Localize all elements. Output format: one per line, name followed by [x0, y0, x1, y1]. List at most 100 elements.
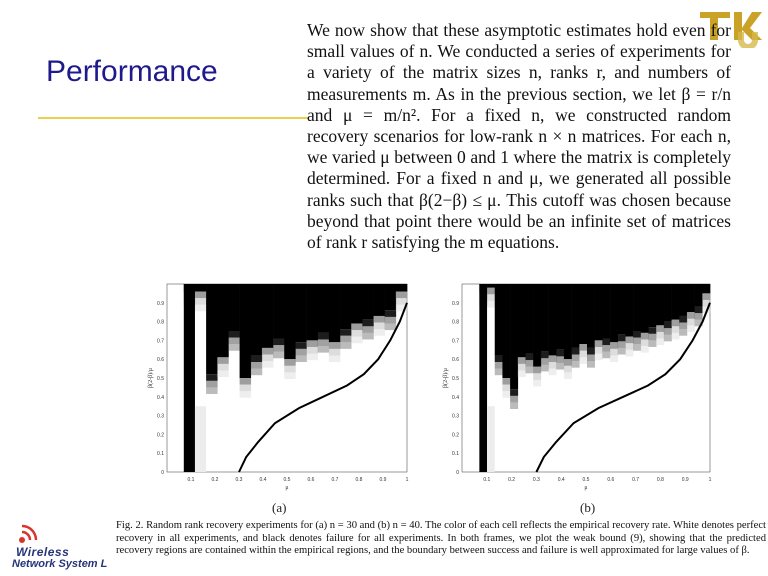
heatmap-cell: [239, 378, 252, 385]
subfigure-label-a: (a): [272, 500, 287, 515]
heatmap-cell: [579, 284, 588, 345]
heatmap-cell: [228, 331, 240, 338]
heatmap-cell: [640, 332, 649, 340]
heatmap-cell: [194, 304, 207, 312]
heatmap-cell: [563, 359, 572, 366]
x-tick-label: 0.5: [284, 477, 291, 483]
heatmap-cell: [633, 344, 642, 351]
heatmap-cell: [206, 380, 218, 388]
y-tick-label: 0.9: [452, 301, 459, 307]
x-tick-label: 0.8: [356, 477, 363, 483]
heatmap-cell: [579, 357, 588, 364]
heatmap-cell: [183, 284, 195, 472]
heatmap-cell: [510, 395, 519, 403]
heatmap-cell: [602, 351, 611, 359]
figure-panel-a: 0.1 0.2 0.3 0.4 0.5 0.6 0.7 0.8 0.9 1 0 0.1 0.2 0.3 0.…: [145, 278, 415, 492]
heatmap-cell: [284, 365, 296, 373]
heatmap-cell: [610, 348, 619, 356]
heatmap-cell: [510, 284, 519, 390]
heatmap-cell: [540, 358, 549, 365]
heatmap-cell: [571, 347, 580, 355]
y-tick-label: 0.3: [452, 414, 459, 420]
heatmap-cell: [373, 284, 385, 316]
heatmap-cell: [284, 359, 296, 366]
paragraph-text: We now show that these asymptotic estima…: [307, 20, 731, 253]
heatmap-cell: [702, 299, 711, 307]
heatmap-cell: [540, 351, 549, 359]
heatmap-cell: [525, 360, 534, 367]
y-tick-label: 0.2: [157, 432, 164, 438]
heatmap-cell: [556, 362, 565, 370]
heatmap-cell: [395, 291, 408, 299]
heatmap-cell: [351, 330, 363, 337]
figure-panel-b: 0.1 0.2 0.3 0.4 0.5 0.6 0.7 0.8 0.9 1 0 0.1 0.2 0.3 0.…: [440, 278, 722, 492]
heatmap-cell: [217, 357, 229, 364]
x-axis-label: μ: [584, 485, 587, 491]
heatmap-cell: [525, 366, 534, 374]
heatmap-cell: [617, 284, 626, 335]
heatmap-cell: [640, 339, 649, 347]
heatmap-cell: [362, 284, 374, 320]
x-tick-label: 0.5: [583, 477, 590, 483]
heatmap-cell: [586, 361, 595, 368]
heatmap-cell: [295, 348, 307, 356]
y-tick-label: 0.1: [157, 451, 164, 457]
heatmap-cell: [239, 284, 252, 378]
heatmap-cell: [594, 284, 603, 341]
y-tick-label: 0.7: [452, 338, 459, 344]
heatmap-cell: [540, 364, 549, 372]
heatmap-cell: [273, 345, 285, 352]
heatmap-cell: [494, 284, 503, 356]
heatmap-cell: [273, 284, 285, 339]
heatmap-cell: [351, 284, 363, 324]
heatmap-cell: [328, 348, 341, 356]
heatmap-cell: [494, 362, 503, 369]
heatmap-cell: [571, 354, 580, 362]
heatmap-cell: [295, 355, 307, 363]
heatmap-cell: [686, 325, 695, 332]
heatmap-cell: [671, 326, 680, 333]
heatmap-cell: [579, 350, 588, 358]
heatmap-cell: [328, 284, 341, 343]
heatmap-cell: [563, 284, 572, 360]
x-tick-label: 0.8: [657, 477, 664, 483]
heatmap-cell: [671, 332, 680, 340]
heatmap-cell: [602, 338, 611, 346]
x-tick-label: 0.3: [236, 477, 243, 483]
heatmap-cell: [533, 379, 542, 387]
x-tick-label: 0.1: [188, 477, 195, 483]
heatmap-cell: [540, 284, 549, 352]
heatmap-cell: [228, 337, 240, 345]
heatmap-cell: [686, 318, 695, 326]
y-tick-label: 0.4: [157, 395, 164, 401]
y-tick-label: 0.8: [452, 320, 459, 326]
tku-logo: [700, 12, 762, 48]
heatmap-cell: [487, 406, 495, 472]
heatmap-cell: [663, 328, 672, 335]
y-tick-label: 0.8: [157, 320, 164, 326]
heatmap-cell: [317, 339, 330, 347]
heatmap-cell: [273, 351, 285, 359]
heatmap-cell: [625, 284, 634, 337]
heatmap-cell: [602, 284, 611, 339]
heatmap-cell: [502, 384, 511, 392]
heatmap-cell: [525, 353, 534, 361]
caption-text: Fig. 2. Random rank recovery experiments…: [116, 520, 766, 557]
heatmap-cell: [340, 342, 352, 349]
heatmap-cell: [686, 284, 695, 313]
x-tick-label: 0.1: [483, 477, 490, 483]
heatmap-cell: [663, 284, 672, 322]
weak-bound-curve: [238, 302, 408, 473]
heatmap-cell: [656, 325, 665, 332]
heatmap-cell: [228, 344, 240, 351]
heatmap-cell: [548, 368, 557, 376]
heatmap-cell: [502, 378, 511, 385]
heatmap-cell: [306, 346, 319, 354]
heatmap-cell: [284, 372, 296, 379]
heatmap-cell: [563, 365, 572, 373]
heatmap-cell: [250, 355, 263, 363]
heatmap-cell: [586, 354, 595, 362]
heatmap-cell: [525, 284, 534, 354]
heatmap-cell: [217, 363, 229, 371]
heatmap-cell: [261, 284, 274, 348]
